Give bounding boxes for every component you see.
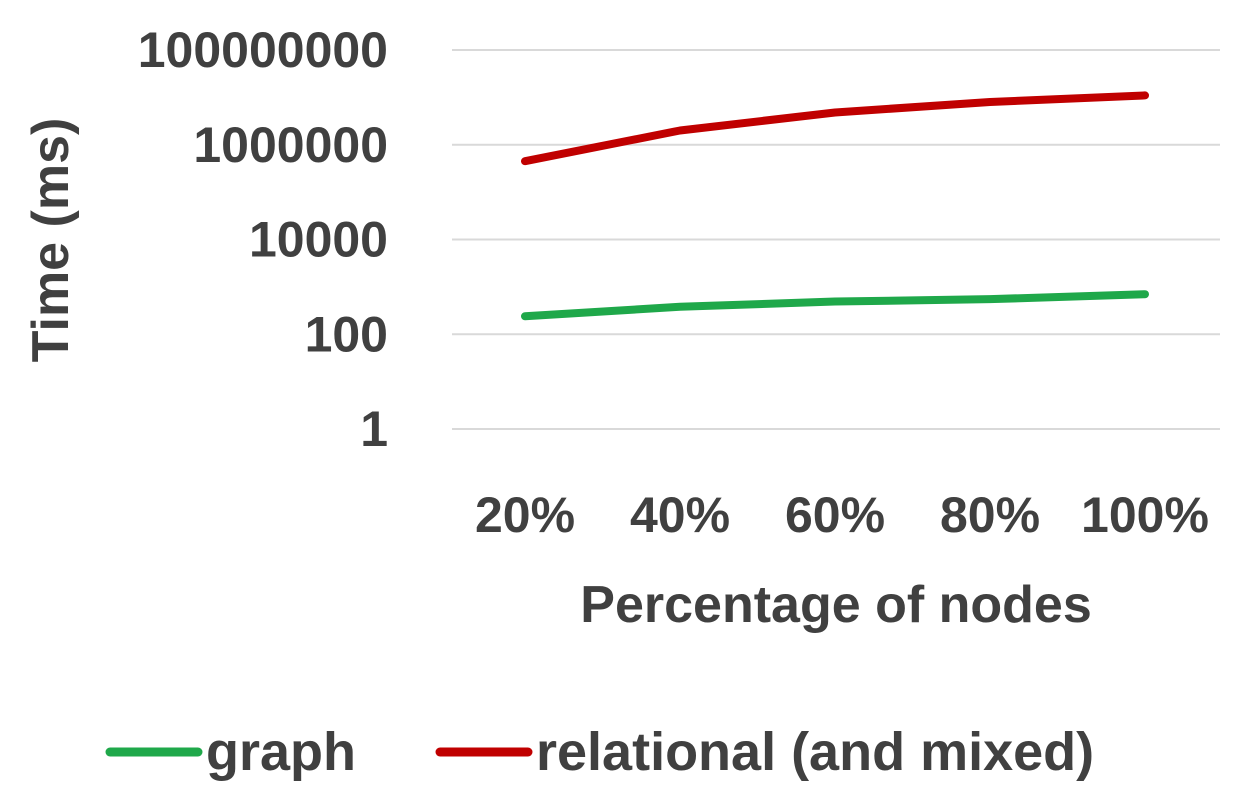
y-tick-label-3: 1000000 xyxy=(193,117,388,173)
y-tick-label-1: 100 xyxy=(305,306,388,362)
x-tick-label-4: 100% xyxy=(1081,487,1209,543)
legend-label-graph: graph xyxy=(206,722,356,782)
x-tick-label-2: 60% xyxy=(785,487,885,543)
legend: graph relational (and mixed) xyxy=(105,722,1094,782)
x-axis-tick-labels: 20% 40% 60% 80% 100% xyxy=(475,487,1209,543)
y-axis-title: Time (ms) xyxy=(22,118,80,363)
series-lines xyxy=(521,91,1149,321)
series-line-0 xyxy=(521,290,1149,321)
x-axis-title: Percentage of nodes xyxy=(580,576,1091,634)
x-tick-label-3: 80% xyxy=(940,487,1040,543)
y-axis-tick-labels: 1 100 10000 1000000 100000000 xyxy=(138,22,388,457)
x-tick-label-1: 40% xyxy=(630,487,730,543)
series-line-1 xyxy=(521,91,1149,166)
x-tick-label-0: 20% xyxy=(475,487,575,543)
y-tick-label-0: 1 xyxy=(360,401,388,457)
y-tick-label-2: 10000 xyxy=(249,212,388,268)
legend-label-relational: relational (and mixed) xyxy=(536,722,1094,782)
y-tick-label-4: 100000000 xyxy=(138,22,388,78)
gridlines xyxy=(452,49,1220,430)
